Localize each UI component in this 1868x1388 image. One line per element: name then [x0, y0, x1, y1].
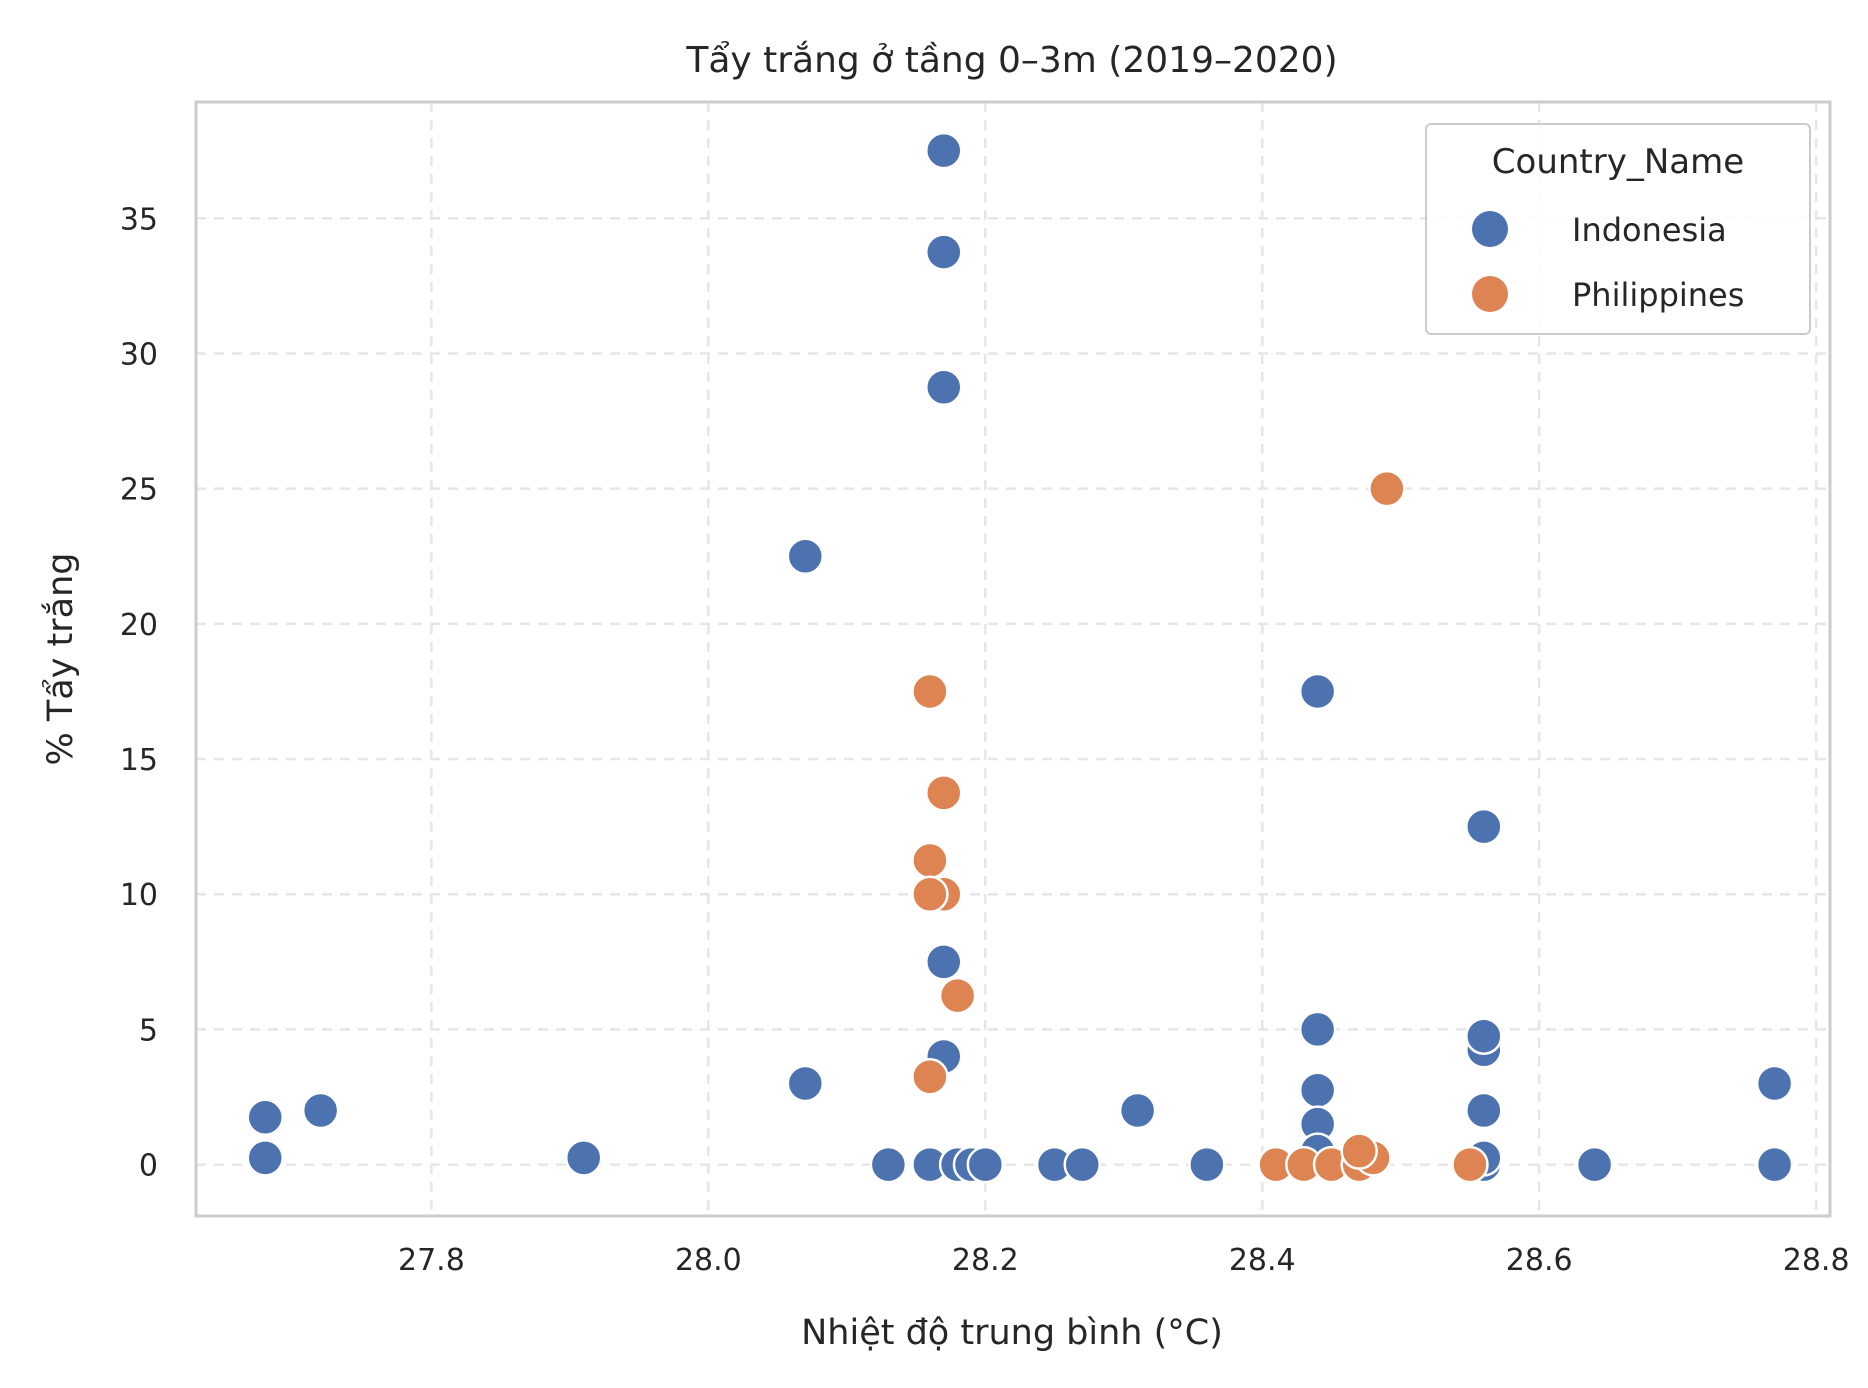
point-indonesia	[1465, 807, 1503, 846]
x-tick-label: 28.0	[675, 1243, 742, 1278]
point-philippines	[925, 774, 963, 812]
x-tick-label: 28.4	[1229, 1243, 1296, 1278]
point-indonesia	[966, 1145, 1005, 1184]
legend: Country_Name Indonesia Philippines	[1425, 123, 1811, 335]
point-indonesia	[1575, 1145, 1614, 1184]
y-tick-label: 25	[120, 473, 158, 508]
point-indonesia	[925, 943, 963, 981]
x-axis-ticks: 27.8 28.0 28.2 28.4 28.6 28.8	[398, 1243, 1850, 1278]
plot-area-frame	[194, 100, 1832, 1218]
legend-label-philippines: Philippines	[1572, 276, 1744, 314]
point-indonesia	[301, 1091, 340, 1130]
point-indonesia	[564, 1139, 603, 1177]
point-indonesia	[1465, 1091, 1503, 1130]
point-indonesia	[1755, 1145, 1794, 1184]
point-philippines	[911, 1058, 949, 1096]
point-indonesia	[869, 1145, 908, 1184]
y-tick-label: 15	[120, 743, 158, 778]
point-indonesia	[246, 1098, 284, 1137]
legend-marker-indonesia	[1472, 211, 1508, 247]
x-axis-title: Nhiệt độ trung bình (°C)	[801, 1313, 1223, 1353]
point-philippines	[911, 672, 949, 711]
y-tick-label: 35	[120, 202, 158, 237]
point-indonesia	[1298, 672, 1337, 711]
point-indonesia	[925, 233, 963, 271]
point-philippines	[1340, 1132, 1378, 1170]
x-tick-label: 28.2	[952, 1243, 1019, 1278]
point-indonesia	[786, 1064, 825, 1103]
x-tick-label: 28.6	[1506, 1243, 1573, 1278]
y-tick-label: 0	[139, 1149, 158, 1184]
point-indonesia	[1755, 1064, 1794, 1103]
y-tick-label: 5	[139, 1013, 158, 1048]
chart-title: Tẩy trắng ở tầng 0–3m (2019–2020)	[685, 40, 1337, 81]
y-tick-label: 30	[120, 337, 158, 372]
point-indonesia	[1298, 1010, 1337, 1049]
point-indonesia	[925, 368, 963, 407]
y-tick-label: 20	[120, 608, 158, 643]
legend-label-indonesia: Indonesia	[1572, 211, 1727, 249]
y-axis-ticks: 0 5 10 15 20 25 30 35	[120, 202, 158, 1183]
point-indonesia	[786, 537, 825, 576]
point-indonesia	[1465, 1017, 1503, 1055]
point-philippines	[1368, 469, 1406, 508]
point-indonesia	[1063, 1145, 1101, 1184]
point-philippines	[1451, 1145, 1489, 1184]
legend-box	[1425, 123, 1811, 335]
legend-marker-philippines	[1472, 276, 1508, 312]
x-tick-label: 27.8	[398, 1243, 465, 1278]
point-indonesia	[1298, 1071, 1337, 1110]
point-philippines	[911, 841, 949, 880]
point-indonesia	[1118, 1091, 1157, 1130]
point-indonesia	[246, 1139, 284, 1177]
y-tick-label: 10	[120, 878, 158, 913]
x-tick-label: 28.8	[1783, 1243, 1850, 1278]
y-axis-title: % Tẩy trắng	[40, 552, 81, 765]
point-indonesia	[925, 131, 963, 170]
point-philippines	[938, 976, 977, 1015]
point-indonesia	[1188, 1145, 1226, 1184]
legend-title: Country_Name	[1492, 142, 1744, 182]
data-points	[246, 131, 1794, 1184]
point-philippines	[911, 875, 949, 913]
